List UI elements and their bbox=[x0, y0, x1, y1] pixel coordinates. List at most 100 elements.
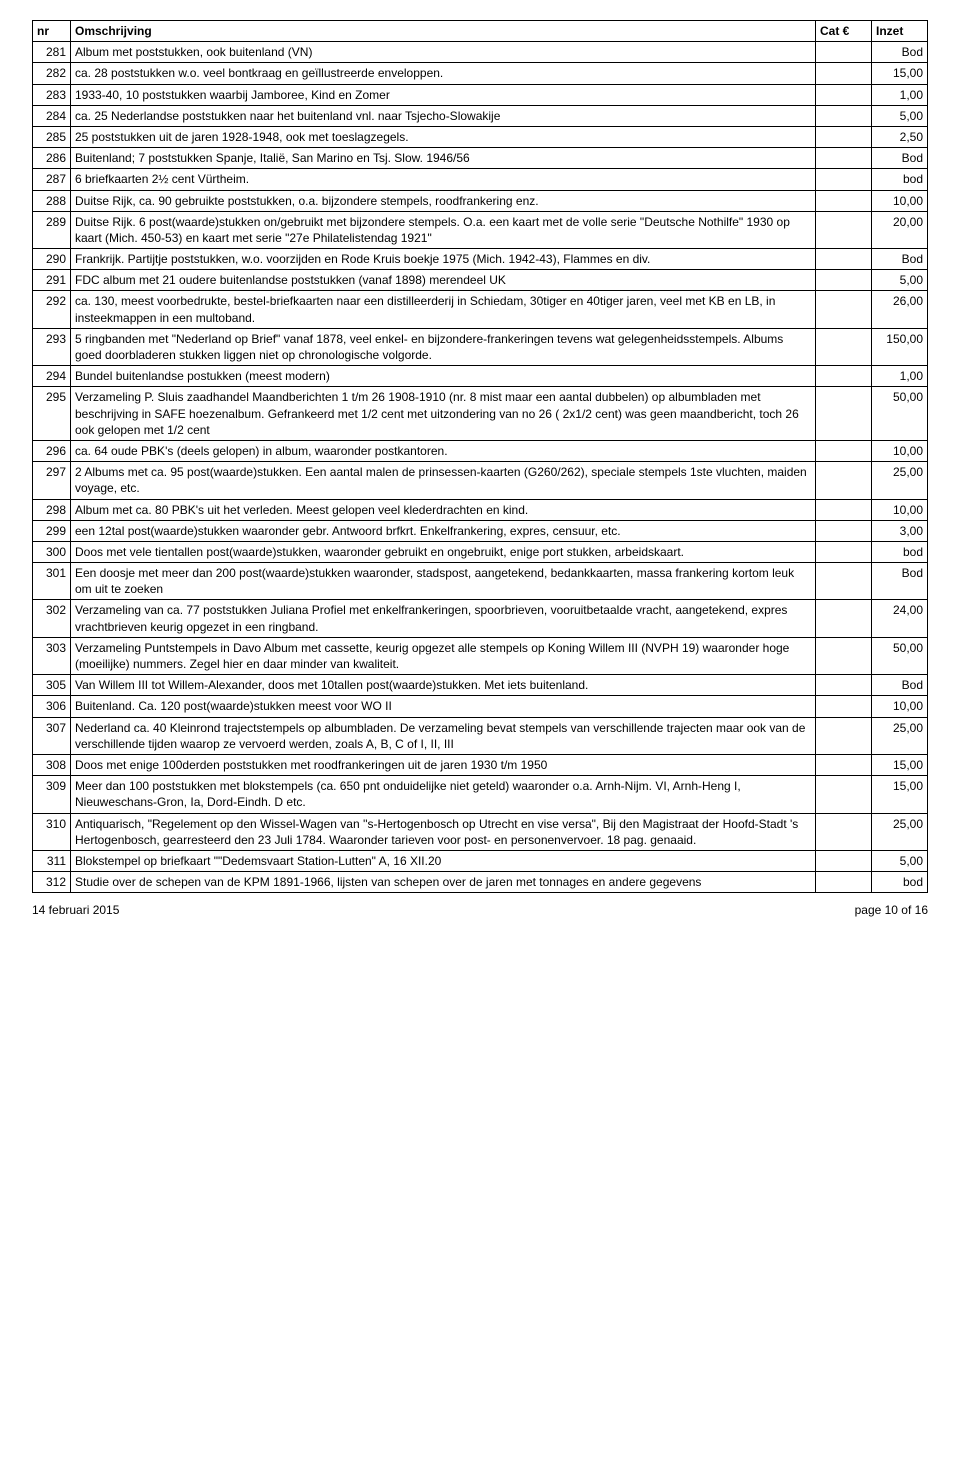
cell-inzet: 24,00 bbox=[872, 600, 928, 637]
cell-inzet: 10,00 bbox=[872, 440, 928, 461]
cell-nr: 306 bbox=[33, 696, 71, 717]
cell-nr: 284 bbox=[33, 105, 71, 126]
cell-inzet: 15,00 bbox=[872, 63, 928, 84]
table-row: 311Blokstempel op briefkaart ""Dedemsvaa… bbox=[33, 850, 928, 871]
cell-nr: 290 bbox=[33, 249, 71, 270]
cell-nr: 283 bbox=[33, 84, 71, 105]
cell-desc: 6 briefkaarten 2½ cent Vürtheim. bbox=[71, 169, 816, 190]
cell-cat bbox=[816, 169, 872, 190]
cell-desc: Verzameling P. Sluis zaadhandel Maandber… bbox=[71, 387, 816, 441]
table-row: 301Een doosje met meer dan 200 post(waar… bbox=[33, 563, 928, 600]
cell-desc: ca. 25 Nederlandse poststukken naar het … bbox=[71, 105, 816, 126]
cell-nr: 286 bbox=[33, 148, 71, 169]
cell-cat bbox=[816, 754, 872, 775]
cell-cat bbox=[816, 563, 872, 600]
cell-cat bbox=[816, 366, 872, 387]
table-row: 292ca. 130, meest voorbedrukte, bestel-b… bbox=[33, 291, 928, 328]
cell-desc: 25 poststukken uit de jaren 1928-1948, o… bbox=[71, 126, 816, 147]
cell-nr: 295 bbox=[33, 387, 71, 441]
cell-desc: 5 ringbanden met "Nederland op Brief" va… bbox=[71, 328, 816, 365]
cell-nr: 298 bbox=[33, 499, 71, 520]
cell-cat bbox=[816, 42, 872, 63]
cell-inzet: bod bbox=[872, 872, 928, 893]
cell-cat bbox=[816, 249, 872, 270]
cell-desc: Een doosje met meer dan 200 post(waarde)… bbox=[71, 563, 816, 600]
cell-cat bbox=[816, 813, 872, 850]
table-row: 308Doos met enige 100derden poststukken … bbox=[33, 754, 928, 775]
cell-inzet: 1,00 bbox=[872, 84, 928, 105]
table-row: 281Album met poststukken, ook buitenland… bbox=[33, 42, 928, 63]
table-row: 289Duitse Rijk. 6 post(waarde)stukken on… bbox=[33, 211, 928, 248]
cell-cat bbox=[816, 270, 872, 291]
cell-desc: Album met ca. 80 PBK's uit het verleden.… bbox=[71, 499, 816, 520]
cell-inzet: 3,00 bbox=[872, 520, 928, 541]
cell-cat bbox=[816, 440, 872, 461]
cell-inzet: 5,00 bbox=[872, 270, 928, 291]
table-row: 303Verzameling Puntstempels in Davo Albu… bbox=[33, 637, 928, 674]
cell-cat bbox=[816, 637, 872, 674]
cell-desc: een 12tal post(waarde)stukken waaronder … bbox=[71, 520, 816, 541]
cell-inzet: Bod bbox=[872, 249, 928, 270]
table-row: 299een 12tal post(waarde)stukken waarond… bbox=[33, 520, 928, 541]
cell-desc: Bundel buitenlandse postukken (meest mod… bbox=[71, 366, 816, 387]
cell-nr: 281 bbox=[33, 42, 71, 63]
lot-table: nr Omschrijving Cat € Inzet 281Album met… bbox=[32, 20, 928, 893]
cell-cat bbox=[816, 190, 872, 211]
cell-desc: Frankrijk. Partijtje poststukken, w.o. v… bbox=[71, 249, 816, 270]
table-row: 295Verzameling P. Sluis zaadhandel Maand… bbox=[33, 387, 928, 441]
table-row: 310Antiquarisch, "Regelement op den Wiss… bbox=[33, 813, 928, 850]
cell-inzet: 1,00 bbox=[872, 366, 928, 387]
cell-cat bbox=[816, 850, 872, 871]
cell-nr: 308 bbox=[33, 754, 71, 775]
cell-nr: 289 bbox=[33, 211, 71, 248]
cell-cat bbox=[816, 717, 872, 754]
cell-desc: Duitse Rijk, ca. 90 gebruikte poststukke… bbox=[71, 190, 816, 211]
cell-nr: 285 bbox=[33, 126, 71, 147]
cell-desc: ca. 130, meest voorbedrukte, bestel-brie… bbox=[71, 291, 816, 328]
table-header-row: nr Omschrijving Cat € Inzet bbox=[33, 21, 928, 42]
cell-inzet: 2,50 bbox=[872, 126, 928, 147]
cell-cat bbox=[816, 675, 872, 696]
cell-inzet: 50,00 bbox=[872, 637, 928, 674]
col-nr: nr bbox=[33, 21, 71, 42]
cell-nr: 291 bbox=[33, 270, 71, 291]
cell-inzet: Bod bbox=[872, 563, 928, 600]
cell-desc: Duitse Rijk. 6 post(waarde)stukken on/ge… bbox=[71, 211, 816, 248]
cell-nr: 282 bbox=[33, 63, 71, 84]
cell-desc: Doos met enige 100derden poststukken met… bbox=[71, 754, 816, 775]
cell-nr: 294 bbox=[33, 366, 71, 387]
cell-nr: 293 bbox=[33, 328, 71, 365]
cell-inzet: 10,00 bbox=[872, 499, 928, 520]
cell-cat bbox=[816, 520, 872, 541]
table-row: 307Nederland ca. 40 Kleinrond trajectste… bbox=[33, 717, 928, 754]
table-row: 2831933-40, 10 poststukken waarbij Jambo… bbox=[33, 84, 928, 105]
cell-inzet: bod bbox=[872, 169, 928, 190]
table-row: 294Bundel buitenlandse postukken (meest … bbox=[33, 366, 928, 387]
cell-nr: 303 bbox=[33, 637, 71, 674]
cell-nr: 302 bbox=[33, 600, 71, 637]
table-row: 290Frankrijk. Partijtje poststukken, w.o… bbox=[33, 249, 928, 270]
cell-inzet: 5,00 bbox=[872, 105, 928, 126]
table-row: 298Album met ca. 80 PBK's uit het verled… bbox=[33, 499, 928, 520]
table-row: 302Verzameling van ca. 77 poststukken Ju… bbox=[33, 600, 928, 637]
cell-inzet: 10,00 bbox=[872, 696, 928, 717]
table-row: 305Van Willem III tot Willem-Alexander, … bbox=[33, 675, 928, 696]
cell-inzet: 26,00 bbox=[872, 291, 928, 328]
cell-desc: FDC album met 21 oudere buitenlandse pos… bbox=[71, 270, 816, 291]
table-row: 291FDC album met 21 oudere buitenlandse … bbox=[33, 270, 928, 291]
footer-date: 14 februari 2015 bbox=[32, 903, 119, 917]
table-row: 28525 poststukken uit de jaren 1928-1948… bbox=[33, 126, 928, 147]
cell-desc: Verzameling van ca. 77 poststukken Julia… bbox=[71, 600, 816, 637]
table-row: 300Doos met vele tientallen post(waarde)… bbox=[33, 541, 928, 562]
cell-inzet: 50,00 bbox=[872, 387, 928, 441]
cell-inzet: bod bbox=[872, 541, 928, 562]
cell-desc: Buitenland; 7 poststukken Spanje, Italië… bbox=[71, 148, 816, 169]
cell-cat bbox=[816, 499, 872, 520]
table-row: 312Studie over de schepen van de KPM 189… bbox=[33, 872, 928, 893]
cell-nr: 300 bbox=[33, 541, 71, 562]
cell-inzet: 15,00 bbox=[872, 754, 928, 775]
col-inzet: Inzet bbox=[872, 21, 928, 42]
cell-desc: ca. 28 poststukken w.o. veel bontkraag e… bbox=[71, 63, 816, 84]
cell-inzet: Bod bbox=[872, 42, 928, 63]
cell-cat bbox=[816, 541, 872, 562]
